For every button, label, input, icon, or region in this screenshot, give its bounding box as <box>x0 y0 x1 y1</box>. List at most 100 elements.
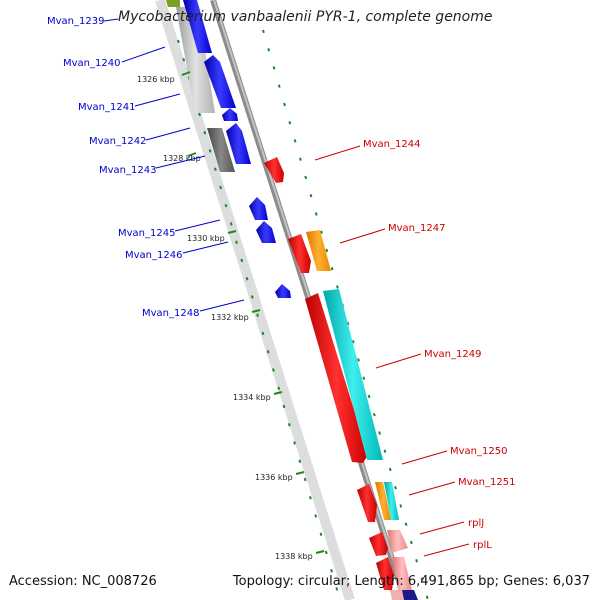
grid-dash <box>378 431 382 435</box>
grid-dash <box>298 459 302 463</box>
grid-dash <box>367 394 371 399</box>
grid-dash <box>409 540 413 545</box>
gene-block-pink-bottom <box>390 590 404 600</box>
grid-dash <box>245 277 249 281</box>
gene-label-rpll[interactable]: rplL <box>473 540 492 551</box>
grid-dash <box>277 84 281 88</box>
gene-block-grey-1 <box>176 7 215 113</box>
grid-dash <box>319 532 323 536</box>
gene-block-pink-rpll <box>392 557 412 590</box>
grid-dash <box>320 230 323 234</box>
gene-label-mvan-1248[interactable]: Mvan_1248 <box>142 308 199 319</box>
grid-dash <box>272 368 275 372</box>
gene-arrow-blue-mvan-1248 <box>275 284 291 298</box>
leader-line <box>419 521 465 535</box>
gene-block-orange-mvan-1251 <box>375 482 391 520</box>
kbp-tick <box>273 391 283 395</box>
grid-dash <box>182 58 186 62</box>
grid-dash <box>250 295 254 299</box>
kbp-tick <box>187 152 197 157</box>
gene-label-mvan-1250[interactable]: Mvan_1250 <box>450 446 507 457</box>
grid-dash <box>330 267 334 271</box>
grid-dash <box>325 248 329 253</box>
kbp-label: 1336 kbp <box>255 473 293 482</box>
gene-label-mvan-1241[interactable]: Mvan_1241 <box>78 102 135 113</box>
grid-dash <box>420 577 424 581</box>
grid-dash <box>336 285 339 289</box>
grid-dash <box>256 313 259 317</box>
gene-block-blue-bottom <box>402 590 418 600</box>
grid-dash <box>277 386 281 390</box>
grid-dash <box>335 587 339 591</box>
grid-dash <box>388 467 392 472</box>
kbp-tick <box>251 309 261 313</box>
grid-dash <box>351 340 355 344</box>
leader-line <box>423 543 470 557</box>
grid-dashes-right <box>262 29 429 599</box>
grid-dash <box>203 131 207 135</box>
gene-block-orange-mvan-1247 <box>306 230 331 271</box>
gene-label-mvan-1240[interactable]: Mvan_1240 <box>63 58 120 69</box>
accession-text: Accession: NC_008726 <box>9 574 157 589</box>
right-gene-labels: Mvan_1244 Mvan_1247 Mvan_1249 Mvan_1250 … <box>314 139 515 557</box>
grid-dash <box>404 522 408 526</box>
grid-dash <box>261 331 265 336</box>
grid-dash <box>362 376 366 380</box>
grid-dash <box>324 550 328 555</box>
gene-label-mvan-1242[interactable]: Mvan_1242 <box>89 136 146 147</box>
gene-label-mvan-1247[interactable]: Mvan_1247 <box>388 223 445 234</box>
gene-arrow-red-mvan-1244 <box>264 157 284 183</box>
genome-title: Mycobacterium vanbaalenii PYR-1, complet… <box>118 9 493 25</box>
grid-dash <box>283 102 286 107</box>
gene-label-rplj[interactable]: rplJ <box>468 518 484 529</box>
grid-dash <box>415 559 418 563</box>
leader-line <box>145 127 191 141</box>
grid-dash <box>214 167 217 171</box>
grid-dash <box>425 595 429 599</box>
gene-arrow-blue-mvan-1246 <box>256 221 276 243</box>
gene-arrow-blue-mvan-1242 <box>226 123 251 164</box>
gene-label-mvan-1251[interactable]: Mvan_1251 <box>458 477 515 488</box>
grid-dash <box>262 29 265 34</box>
grid-dash <box>304 175 308 180</box>
kbp-label: 1330 kbp <box>187 234 225 243</box>
gene-label-mvan-1243[interactable]: Mvan_1243 <box>99 165 156 176</box>
leader-line <box>103 18 119 22</box>
leader-line <box>174 219 221 232</box>
grid-dash <box>394 486 397 490</box>
kbp-scale: 1326 kbp 1328 kbp 1330 kbp 1332 kbp 1334… <box>137 71 325 561</box>
genome-summary-text: Topology: circular; Length: 6,491,865 bp… <box>232 574 590 589</box>
gene-arrow-blue-mvan-1239 <box>183 0 212 53</box>
grid-dash <box>357 358 360 362</box>
gene-arrow-red-rplj <box>369 532 388 556</box>
kbp-label: 1338 kbp <box>275 552 313 561</box>
grid-dash <box>229 222 233 226</box>
left-gene-labels: Mvan_1239 Mvan_1240 Mvan_1241 Mvan_1242 … <box>47 16 245 319</box>
grid-dash <box>266 350 270 354</box>
grid-dash <box>293 139 297 143</box>
gene-block-mvan-1239-green <box>166 0 180 7</box>
leader-line <box>314 145 361 161</box>
gene-arrow-red-mvan-1249 <box>305 293 368 463</box>
outer-track-left <box>155 0 355 600</box>
kbp-tick <box>315 550 325 554</box>
grid-dash <box>293 441 296 445</box>
grid-dash <box>314 212 318 216</box>
gene-label-mvan-1245[interactable]: Mvan_1245 <box>118 228 175 239</box>
grid-dash <box>177 39 180 44</box>
gene-arrow-blue-mvan-1241 <box>222 108 238 121</box>
gene-label-mvan-1239[interactable]: Mvan_1239 <box>47 16 104 27</box>
gene-label-mvan-1249[interactable]: Mvan_1249 <box>424 349 481 360</box>
grid-dash <box>346 321 350 326</box>
grid-dash <box>198 112 201 117</box>
grid-dash <box>240 258 244 263</box>
gene-label-mvan-1244[interactable]: Mvan_1244 <box>363 139 420 150</box>
gene-label-mvan-1246[interactable]: Mvan_1246 <box>125 250 182 261</box>
leader-line <box>134 93 181 107</box>
grid-dash <box>383 449 387 453</box>
leader-line <box>121 46 166 63</box>
kbp-label: 1326 kbp <box>137 75 175 84</box>
grid-dash <box>224 203 228 208</box>
grid-dash <box>267 48 271 52</box>
